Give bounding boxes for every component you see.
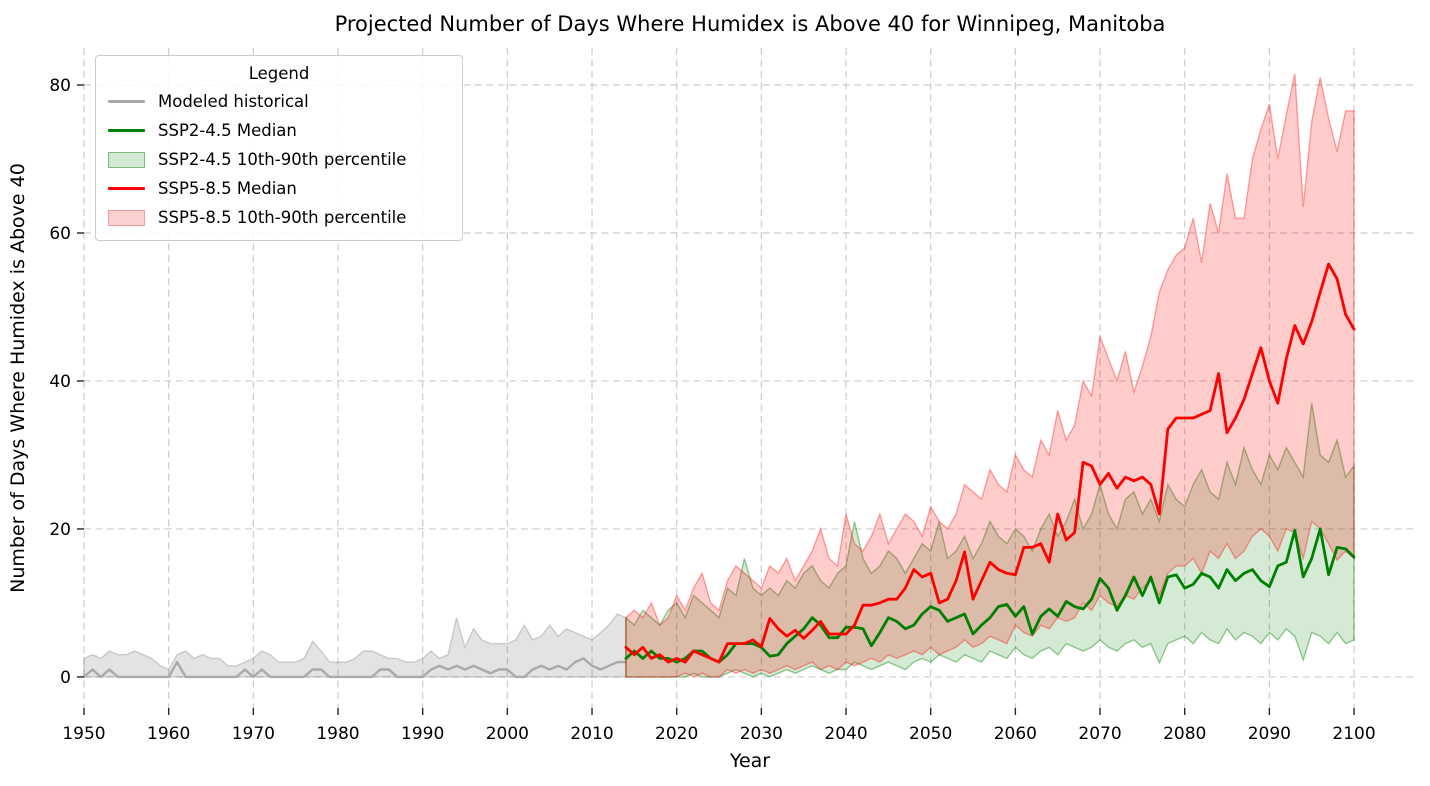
svg-text:1970: 1970 <box>232 724 275 744</box>
plot-content: 1950 1960 1970 1980 1990 2000 2010 2020 2030 2040… <box>49 48 1415 744</box>
legend-item-ssp585-percentile: SSP5-8.5 10th-90th percentile <box>108 203 450 232</box>
legend-item-label: SSP5-8.5 Median <box>158 179 297 198</box>
svg-text:1960: 1960 <box>147 724 190 744</box>
svg-text:2010: 2010 <box>570 724 613 744</box>
svg-text:80: 80 <box>49 76 71 96</box>
svg-text:2050: 2050 <box>909 724 952 744</box>
svg-text:0: 0 <box>60 668 71 688</box>
legend-item-ssp245-median: SSP2-4.5 Median <box>108 116 450 145</box>
ssp585-line-swatch <box>108 186 145 191</box>
svg-text:2020: 2020 <box>655 724 698 744</box>
svg-text:2100: 2100 <box>1332 724 1375 744</box>
svg-text:2080: 2080 <box>1163 724 1206 744</box>
legend: Legend Modeled historical SSP2-4.5 Media… <box>95 55 463 241</box>
ssp585-band-swatch <box>108 209 145 226</box>
ssp245-line-swatch <box>108 128 145 133</box>
svg-text:2000: 2000 <box>486 724 529 744</box>
y-axis-label: Number of Days Where Humidex is Above 40 <box>7 163 29 593</box>
legend-item-modeled-historical: Modeled historical <box>108 87 450 116</box>
svg-text:2040: 2040 <box>824 724 867 744</box>
svg-text:1980: 1980 <box>316 724 359 744</box>
svg-text:2060: 2060 <box>994 724 1037 744</box>
legend-item-label: SSP5-8.5 10th-90th percentile <box>158 208 407 227</box>
legend-item-label: SSP2-4.5 Median <box>158 121 297 140</box>
svg-text:1990: 1990 <box>401 724 444 744</box>
x-axis-label: Year <box>729 750 770 772</box>
svg-text:20: 20 <box>49 520 71 540</box>
ssp245-band-swatch <box>108 151 145 168</box>
svg-text:1950: 1950 <box>62 724 105 744</box>
svg-text:40: 40 <box>49 372 71 392</box>
svg-text:2070: 2070 <box>1078 724 1121 744</box>
legend-title: Legend <box>248 64 310 83</box>
svg-text:2090: 2090 <box>1248 724 1291 744</box>
legend-item-ssp585-median: SSP5-8.5 Median <box>108 174 450 203</box>
legend-item-label: Modeled historical <box>158 92 309 111</box>
chart-title: Projected Number of Days Where Humidex i… <box>335 12 1166 36</box>
historical-line-swatch <box>108 99 145 104</box>
svg-text:60: 60 <box>49 224 71 244</box>
legend-item-label: SSP2-4.5 10th-90th percentile <box>158 150 407 169</box>
legend-item-ssp245-percentile: SSP2-4.5 10th-90th percentile <box>108 145 450 174</box>
svg-text:2030: 2030 <box>740 724 783 744</box>
